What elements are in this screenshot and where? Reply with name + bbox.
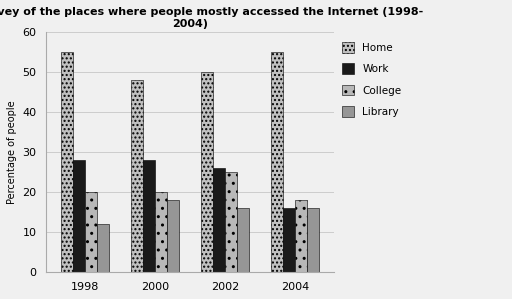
Bar [143,160,155,272]
Bar [61,52,73,272]
Bar [167,200,179,272]
Bar [237,208,249,272]
Bar [225,172,237,272]
Bar [307,208,319,272]
Title: UK survey of the places where people mostly accessed the Internet (1998-
2004): UK survey of the places where people mos… [0,7,423,28]
Y-axis label: Percentage of people: Percentage of people [7,100,17,204]
Bar [201,72,213,272]
Legend: Home, Work, College, Library: Home, Work, College, Library [342,42,401,117]
Bar [155,192,167,272]
Bar [131,80,143,272]
Bar [97,224,109,272]
Bar [283,208,295,272]
Bar [295,200,307,272]
Bar [213,168,225,272]
Bar [85,192,97,272]
Bar [271,52,283,272]
Bar [73,160,85,272]
